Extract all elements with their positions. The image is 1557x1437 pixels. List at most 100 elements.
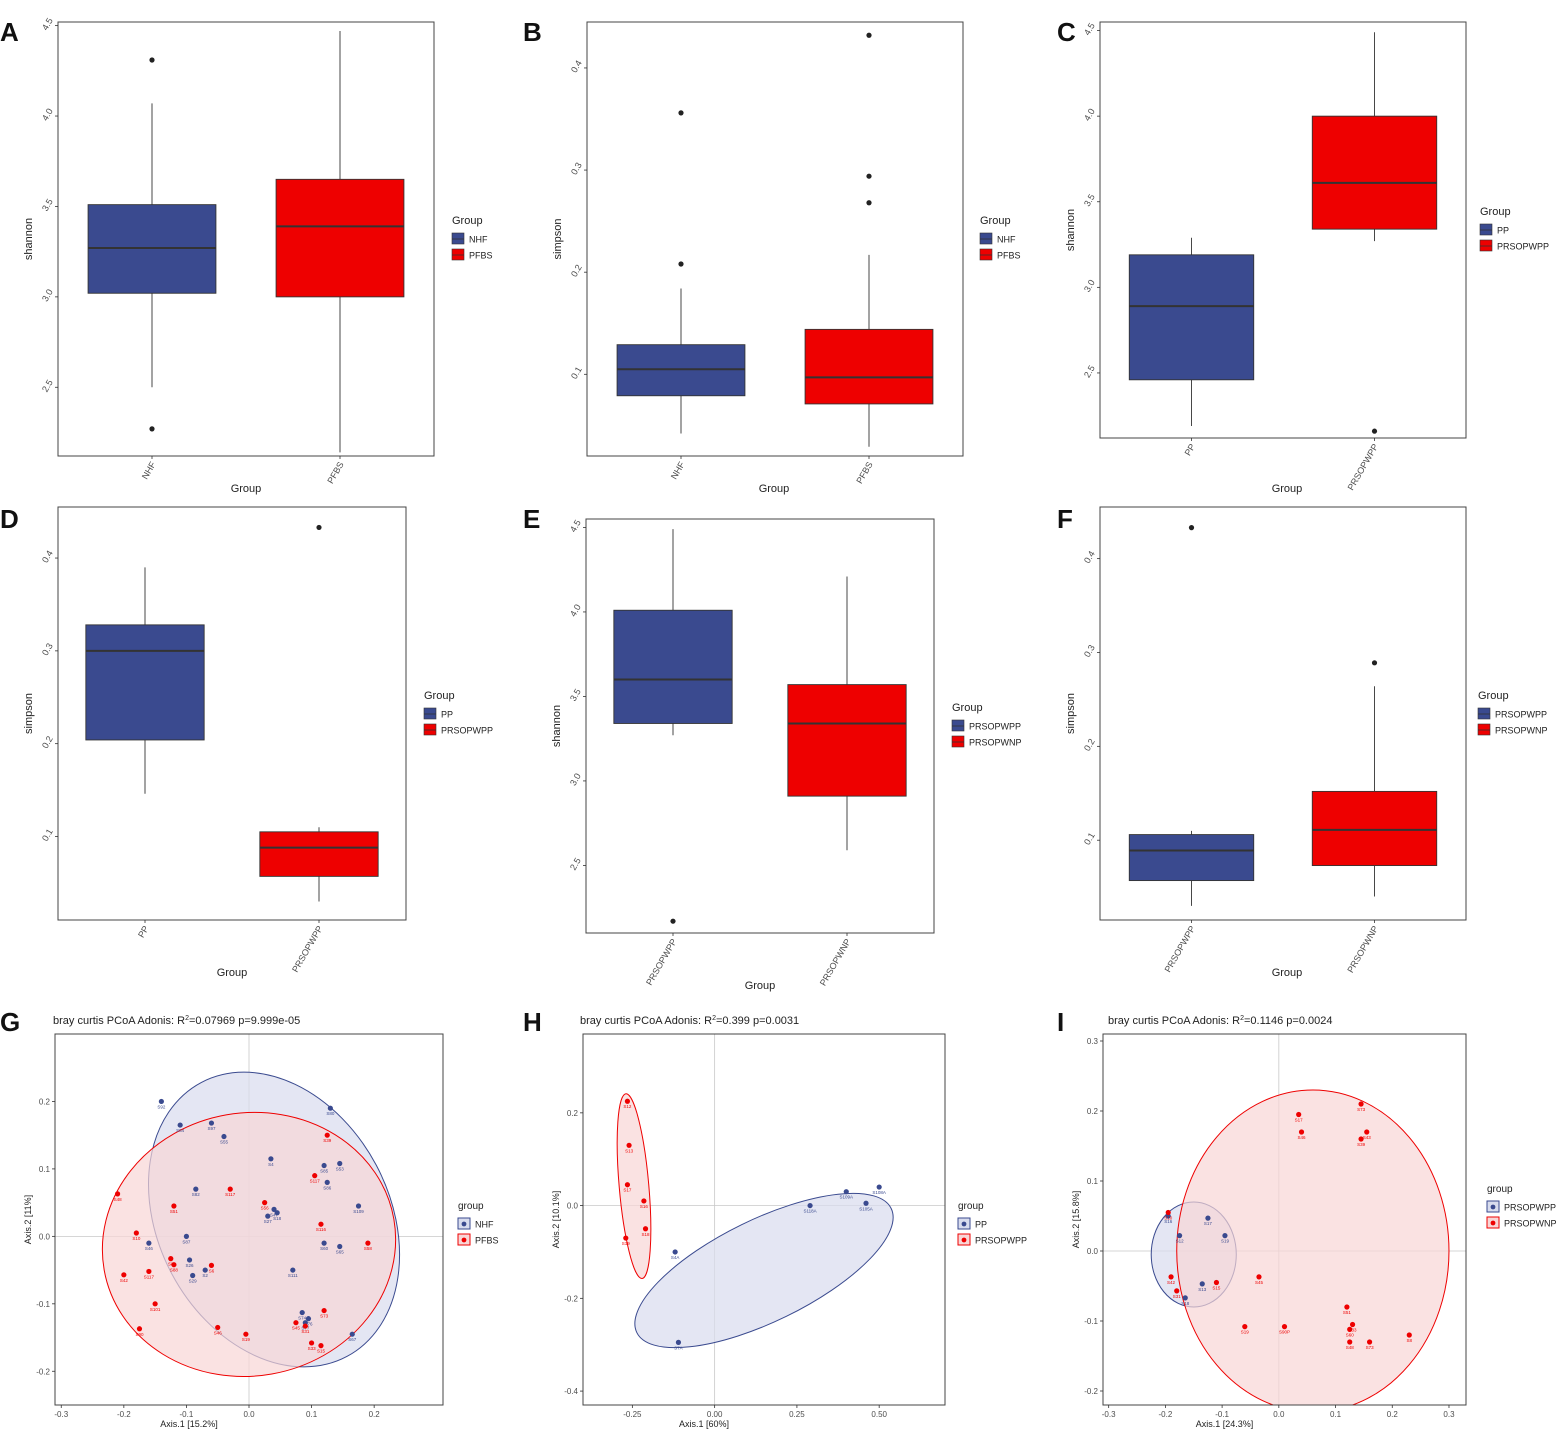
legend-key-PP xyxy=(423,707,437,720)
sample-point xyxy=(1165,1209,1171,1216)
sample-point xyxy=(876,1184,882,1190)
legend: Group NHF PFBS xyxy=(979,215,1021,261)
sample-point xyxy=(1364,1129,1370,1135)
y-tick-label: 0.2 xyxy=(1082,737,1097,753)
sample-point xyxy=(1176,1233,1183,1239)
sample-label: S19 xyxy=(1221,1239,1230,1244)
legend: group NHF PFBS xyxy=(457,1201,499,1246)
sample-point xyxy=(321,1307,327,1314)
sample-label: S116 xyxy=(316,1227,327,1232)
sample-label: S86 xyxy=(323,1185,332,1190)
sample-point xyxy=(1358,1101,1364,1107)
plot-area: S16 S17 S12 S19 S13 S18 S73 S17 S43 S46 S39 S10 S42 S… xyxy=(1103,1034,1466,1405)
sample-label: S33 xyxy=(308,1346,317,1351)
legend-label-PP: PP xyxy=(1497,226,1509,236)
x-axis-label: Group xyxy=(231,483,262,495)
legend-label-PFBS: PFBS xyxy=(469,251,493,261)
y-tick-label: 3.0 xyxy=(568,771,583,787)
plot-frame xyxy=(1099,21,1467,439)
sample-label: S88 xyxy=(170,1268,179,1273)
x-tick-label: 0.3 xyxy=(1443,1410,1455,1419)
sample-label: S118A xyxy=(803,1209,816,1214)
sample-point xyxy=(1296,1111,1302,1118)
y-tick-label: 2.5 xyxy=(40,378,55,394)
sample-point xyxy=(133,1230,139,1236)
y-tick-label: 4.5 xyxy=(40,16,55,32)
sample-label: S90P xyxy=(1279,1330,1290,1335)
box-body xyxy=(259,831,379,877)
y-tick-label: 0.1 xyxy=(40,827,55,843)
legend-key-PRSOPWPP xyxy=(951,719,965,732)
sample-label: S4 xyxy=(268,1162,274,1167)
sample-label: S74 xyxy=(298,1316,307,1321)
sample-point xyxy=(675,1339,682,1345)
sample-label: S2 xyxy=(202,1273,208,1278)
panel-letter: H xyxy=(523,1007,542,1037)
legend: Group PP PRSOPWPP xyxy=(423,690,493,736)
sample-label: S31 xyxy=(1173,1294,1182,1299)
y-tick-label: 2.5 xyxy=(1082,364,1097,380)
sample-point xyxy=(624,1182,631,1188)
sample-label: S16 xyxy=(1164,1219,1173,1224)
sample-label: S19 xyxy=(622,1241,631,1246)
sample-label: S48 xyxy=(1346,1345,1355,1350)
x-axis-label: Axis.1 [24.3%] xyxy=(1196,1419,1254,1429)
sample-label: S26 xyxy=(186,1263,195,1268)
legend: Group PRSOPWPP PRSOPWNP xyxy=(1477,690,1548,736)
sample-label: S108A xyxy=(872,1190,886,1195)
legend-label-PRSOPWNP: PRSOPWNP xyxy=(969,738,1022,748)
legend-title: Group xyxy=(424,690,455,702)
box-body xyxy=(1311,790,1438,867)
y-tick-label: 0.2 xyxy=(39,1097,51,1106)
y-tick-label: 0.1 xyxy=(1087,1177,1099,1186)
box-PRSOPWPP: PRSOPWPP xyxy=(259,524,379,974)
sample-point xyxy=(227,1186,233,1192)
x-tick-label: PRSOPWNP xyxy=(1345,924,1380,974)
chart-title: bray curtis PCoA Adonis: R2=0.07969 p=9.… xyxy=(53,1015,300,1027)
legend-label-PRSOPWPP: PRSOPWPP xyxy=(441,726,493,736)
y-axis-label: simpson xyxy=(23,693,35,734)
panel-B: B 0.1 0.2 0.3 0.4 simpson NHF PFBS Group Group NHF… xyxy=(523,17,1021,495)
sample-label: S76 xyxy=(304,1322,313,1327)
x-tick-label: -0.2 xyxy=(1158,1410,1172,1419)
sample-point xyxy=(624,1098,631,1104)
sample-point xyxy=(1213,1279,1220,1286)
outlier-point xyxy=(149,57,155,63)
sample-label: S56 xyxy=(261,1206,270,1211)
title-suffix: =0.07969 p=9.999e-05 xyxy=(189,1015,300,1027)
legend-title: Group xyxy=(452,215,483,227)
sample-label: S101 xyxy=(150,1307,161,1312)
legend-dot-PFBS xyxy=(461,1237,467,1243)
legend: group PP PRSOPWPP xyxy=(957,1201,1027,1246)
sample-point xyxy=(183,1233,190,1239)
sample-point xyxy=(1281,1324,1288,1330)
legend-title: Group xyxy=(1480,206,1511,218)
sample-label: S17 xyxy=(1204,1221,1213,1226)
sample-point xyxy=(271,1206,277,1212)
sample-label: S55 xyxy=(220,1140,229,1145)
y-tick-label: 0.0 xyxy=(1087,1247,1099,1256)
sample-point xyxy=(136,1326,143,1332)
y-tick-label: 4.0 xyxy=(40,107,55,123)
sample-label: S111 xyxy=(288,1273,298,1278)
panel-letter: A xyxy=(0,17,19,47)
sample-label: S51 xyxy=(1343,1310,1352,1315)
sample-point xyxy=(863,1200,869,1206)
x-tick-label: 0.25 xyxy=(789,1410,805,1419)
sample-point xyxy=(268,1156,274,1162)
sample-label: S46 xyxy=(1298,1135,1307,1140)
sample-point xyxy=(1298,1129,1305,1135)
sample-point xyxy=(308,1340,315,1346)
legend-label-NHF: NHF xyxy=(469,235,488,245)
legend-label-PRSOPWPP: PRSOPWPP xyxy=(969,722,1021,732)
sample-point xyxy=(305,1316,312,1322)
x-axis-label: Group xyxy=(1272,967,1303,979)
legend-key-PRSOPWPP xyxy=(423,723,437,736)
x-tick-label: -0.1 xyxy=(180,1410,194,1419)
sample-point xyxy=(312,1173,318,1179)
box-PRSOPWPP: PRSOPWPP xyxy=(1311,32,1438,492)
y-tick-label: -0.2 xyxy=(564,1294,578,1303)
sample-label: S4A xyxy=(671,1255,680,1260)
